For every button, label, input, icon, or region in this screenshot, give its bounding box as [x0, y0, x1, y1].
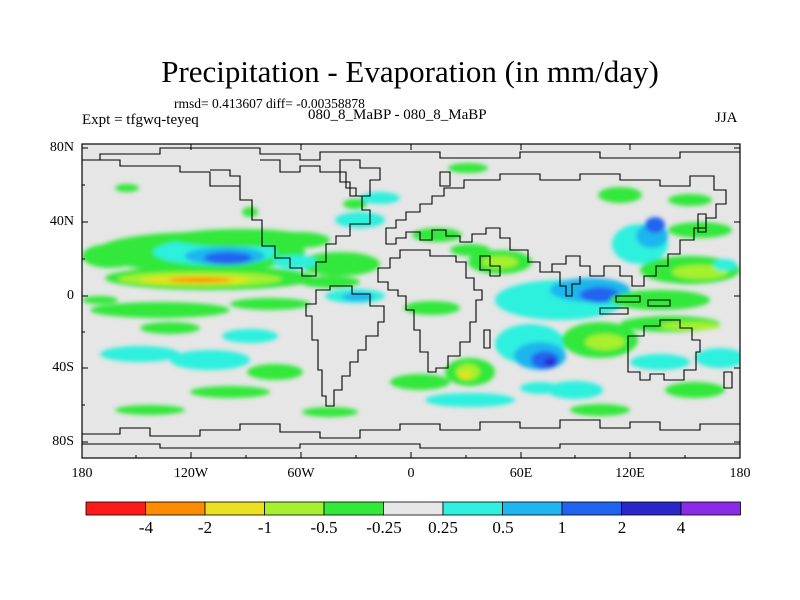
colorbar-label: 1	[557, 518, 567, 537]
axis-ticks	[82, 144, 740, 458]
colorbar-swatch	[145, 501, 206, 516]
lon-label-60e: 60E	[509, 466, 533, 481]
lon-label-0: 0	[407, 466, 415, 481]
colorbar-label: 0.5	[492, 518, 514, 537]
lon-label-120w: 120W	[173, 466, 209, 481]
colorbar-label: -0.5	[310, 518, 338, 537]
colorbar-label: -2	[197, 518, 213, 537]
plot-title: Precipitation - Evaporation (in mm/day)	[161, 54, 659, 89]
lon-label-60w: 60W	[287, 466, 315, 481]
lon-label-120e: 120E	[615, 466, 645, 481]
lat-label-0: 0	[67, 288, 74, 303]
lat-label-80n: 80N	[49, 140, 74, 155]
colorbar-label: 0.25	[428, 518, 458, 537]
colorbar-swatch	[442, 501, 503, 516]
statistics-label: rmsd= 0.413607 diff= -0.00358878	[174, 96, 365, 111]
colorbar-label: 2	[617, 518, 627, 537]
colorbar-swatch	[85, 501, 146, 516]
anomaly-field	[82, 163, 740, 417]
colorbar-label: 4	[676, 518, 686, 537]
colorbar-swatch	[502, 501, 563, 516]
colorbar-swatch	[204, 501, 265, 516]
season-label: JJA	[715, 110, 738, 126]
colorbar-swatch	[264, 501, 325, 516]
lat-label-40n: 40N	[49, 214, 74, 229]
lat-label-40s: 40S	[52, 360, 74, 375]
colorbar-swatch	[323, 501, 384, 516]
colorbar-label: -4	[138, 518, 154, 537]
case-subtitle: 080_8_MaBP - 080_8_MaBP	[308, 107, 487, 123]
colorbar	[85, 501, 741, 516]
lon-label-180w: 180	[71, 466, 93, 481]
lat-label-80s: 80S	[52, 434, 74, 449]
colorbar-swatch	[621, 501, 682, 516]
colorbar-label: -0.25	[366, 518, 402, 537]
coastline-outlines	[82, 147, 740, 449]
colorbar-swatch	[561, 501, 622, 516]
lon-label-180e: 180	[729, 466, 751, 481]
experiment-label: Expt = tfgwq-teyeq	[82, 112, 199, 128]
colorbar-swatch	[680, 501, 741, 516]
colorbar-label: -1	[257, 518, 273, 537]
colorbar-swatch	[383, 501, 444, 516]
